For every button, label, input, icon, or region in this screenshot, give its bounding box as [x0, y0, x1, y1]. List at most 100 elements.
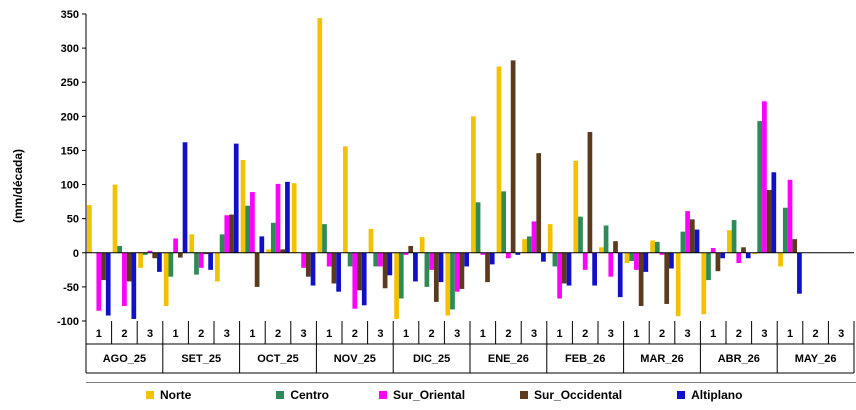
bar-norte [778, 252, 783, 267]
dekad-label: 3 [761, 328, 767, 340]
dekad-label: 2 [352, 328, 358, 340]
bar-norte [394, 252, 399, 319]
month-label: FEB_26 [565, 353, 605, 365]
bar-sur_oriental [787, 179, 793, 253]
y-tick-label: 100 [61, 180, 79, 192]
bar-norte [522, 239, 527, 253]
bar-altiplano [157, 252, 162, 272]
dekad-label: 1 [249, 328, 255, 340]
bar-sur_oriental [301, 252, 306, 268]
bar-sur_occidental [792, 239, 798, 253]
chart-legend: Norte Centro Sur_Oriental Sur_Occidental Alt… [86, 382, 856, 407]
bar-altiplano [541, 252, 546, 262]
dekad-label: 1 [96, 328, 102, 340]
y-tick-label: 150 [61, 145, 79, 157]
bar-sur_occidental [305, 252, 311, 277]
bar-norte [727, 230, 732, 253]
bar-altiplano [182, 142, 188, 253]
bar-centro [680, 231, 686, 253]
bar-centro [245, 205, 251, 253]
bar-sur_oriental [122, 252, 127, 306]
y-tick-label: 0 [73, 248, 79, 260]
month-label: MAY_26 [795, 353, 837, 365]
bar-norte [189, 234, 195, 253]
y-tick-label: 200 [61, 111, 79, 123]
bar-sur_oriental [378, 252, 383, 267]
bar-centro [194, 252, 199, 275]
bar-sur_oriental [531, 221, 537, 253]
dekad-label: 2 [505, 328, 511, 340]
y-tick-label: 50 [67, 214, 79, 226]
bar-sur_occidental [152, 252, 158, 259]
dekad-label: 2 [121, 328, 127, 340]
bar-sur_oriental [557, 252, 562, 299]
bar-norte [112, 184, 118, 253]
bar-altiplano [489, 252, 495, 265]
month-label: OCT_25 [257, 353, 299, 365]
legend-item-centro: Centro [276, 388, 329, 402]
bar-centro [526, 236, 532, 253]
bar-altiplano [438, 252, 444, 283]
bar-norte [650, 240, 655, 253]
month-label: SET_25 [181, 353, 221, 365]
bar-sur_occidental [203, 252, 209, 255]
bar-sur_oriental [480, 252, 486, 255]
y-tick-label: 250 [61, 77, 79, 89]
bar-altiplano [361, 252, 367, 306]
bar-altiplano [464, 252, 469, 267]
bar-sur_oriental [429, 252, 434, 270]
legend-swatch [146, 391, 154, 399]
dekad-label: 3 [147, 328, 153, 340]
bar-altiplano [720, 252, 725, 259]
bar-centro [142, 252, 148, 255]
bar-norte [368, 228, 374, 253]
bar-sur_oriental [762, 101, 767, 253]
legend-swatch [520, 391, 529, 399]
dekad-label: 2 [736, 328, 742, 340]
bar-centro [501, 191, 507, 253]
bar-centro [398, 252, 404, 299]
legend-label: Sur_Oriental [393, 388, 466, 402]
bar-centro [782, 207, 788, 253]
bar-norte [266, 249, 271, 253]
bar-centro [757, 121, 763, 253]
bar-centro [654, 241, 660, 253]
bar-altiplano [797, 252, 802, 294]
bar-sur_occidental [331, 252, 337, 284]
bar-centro [629, 252, 635, 261]
bar-sur_oriental [582, 252, 588, 270]
bar-sur_oriental [96, 252, 102, 311]
bar-sur_oriental [147, 250, 153, 253]
bar-sur_oriental [454, 252, 460, 292]
dekad-label: 3 [377, 328, 383, 340]
legend-label: Sur_Occidental [534, 388, 623, 402]
bar-sur_oriental [634, 252, 639, 270]
bar-sur_occidental [485, 252, 490, 283]
bar-altiplano [617, 252, 623, 298]
y-tick-label: -50 [63, 282, 79, 294]
bar-altiplano [336, 252, 341, 292]
dekad-label: 3 [224, 328, 230, 340]
bar-sur_occidental [741, 247, 746, 253]
bar-centro [168, 252, 174, 277]
bar-altiplano [592, 252, 597, 286]
bar-norte [599, 247, 604, 253]
bar-sur_occidental [408, 245, 414, 253]
bar-sur_occidental [459, 252, 465, 289]
legend-item-sur_oriental: Sur_Oriental [379, 388, 465, 402]
bar-centro [270, 222, 276, 253]
bar-sur_occidental [382, 252, 388, 289]
bar-norte [701, 252, 707, 315]
bar-sur_occidental [433, 252, 439, 302]
bar-altiplano [694, 229, 700, 253]
bar-sur_occidental [587, 132, 593, 253]
bar-sur_oriental [736, 252, 742, 264]
bar-sur_occidental [101, 252, 106, 281]
legend-label: Altiplano [691, 388, 743, 402]
bar-centro [706, 252, 711, 281]
bar-altiplano [387, 252, 393, 276]
dekad-label: 3 [685, 328, 691, 340]
month-label: ABR_26 [718, 353, 760, 365]
bar-norte [163, 252, 169, 306]
bar-sur_occidental [613, 241, 618, 253]
